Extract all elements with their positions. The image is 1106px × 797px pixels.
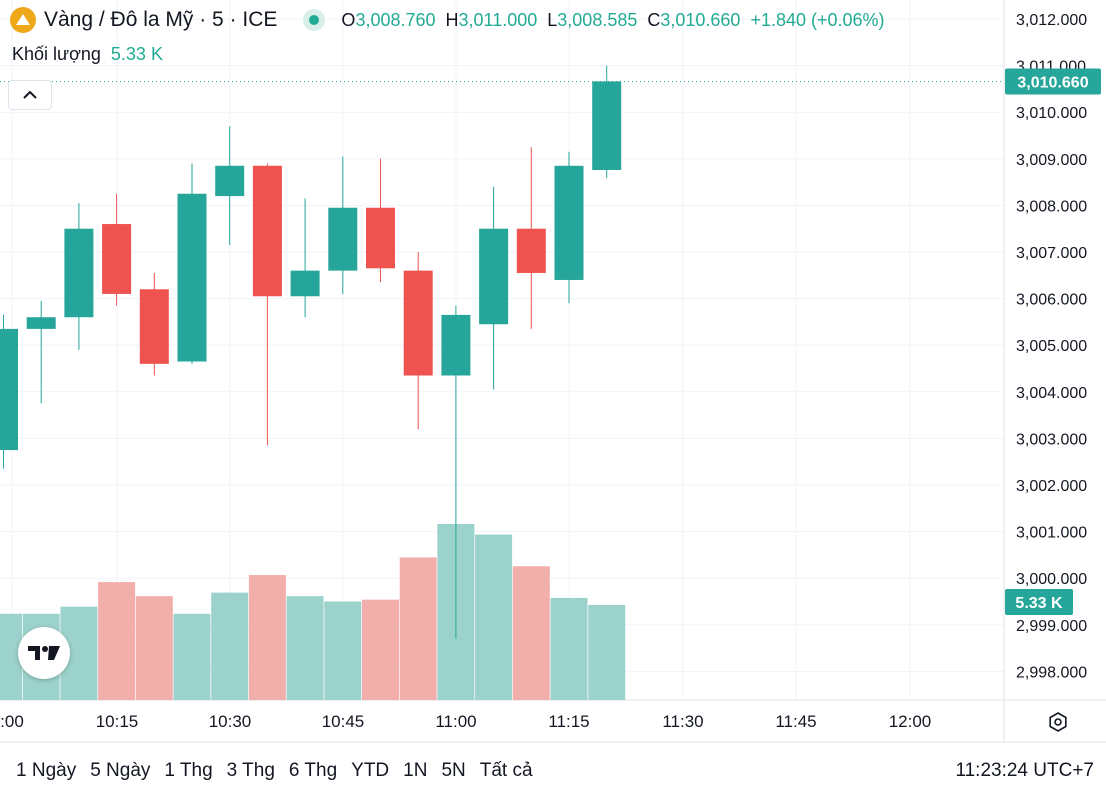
volume-bar[interactable] bbox=[512, 566, 550, 700]
x-tick-label: 11:45 bbox=[775, 712, 816, 731]
x-tick-label: 11:30 bbox=[662, 712, 703, 731]
y-tick-label: 2,999.000 bbox=[1016, 618, 1087, 635]
market-status-icon[interactable] bbox=[303, 9, 326, 31]
chevron-up-icon bbox=[23, 90, 37, 99]
candle-body[interactable] bbox=[252, 165, 282, 297]
low-value: 3,008.585 bbox=[557, 9, 638, 30]
ohlc-values: O3,008.760 H3,011.000 L3,008.585 C3,010.… bbox=[341, 9, 741, 30]
volume-bar[interactable] bbox=[362, 599, 399, 700]
candle-body[interactable] bbox=[26, 317, 56, 329]
volume-bar[interactable] bbox=[173, 613, 211, 700]
candle-body[interactable] bbox=[516, 228, 546, 273]
y-tick-label: 3,010.000 bbox=[1016, 105, 1087, 122]
volume-bar[interactable] bbox=[399, 557, 437, 700]
volume-bar[interactable] bbox=[211, 592, 249, 700]
candle-body[interactable] bbox=[366, 207, 395, 269]
candle-body[interactable] bbox=[0, 328, 18, 451]
candle-body[interactable] bbox=[139, 289, 169, 364]
close-value: 3,010.660 bbox=[660, 9, 741, 30]
time-range-bar: 1 Ngày 5 Ngày 1 Thg 3 Thg 6 Thg YTD 1N 5… bbox=[12, 758, 537, 784]
tradingview-logo-icon[interactable] bbox=[18, 627, 70, 679]
volume-bar[interactable] bbox=[0, 613, 22, 700]
candle-body[interactable] bbox=[479, 228, 509, 325]
candle-body[interactable] bbox=[290, 270, 320, 297]
volume-badge-text: 5.33 K bbox=[1015, 595, 1063, 612]
x-tick-label: 12:00 bbox=[889, 712, 932, 731]
y-tick-label: 2,998.000 bbox=[1016, 664, 1087, 681]
high-value: 3,011.000 bbox=[458, 9, 538, 30]
range-1m-button[interactable]: 1 Thg bbox=[164, 760, 213, 781]
y-tick-label: 3,001.000 bbox=[1016, 525, 1087, 542]
volume-bar[interactable] bbox=[588, 604, 626, 700]
y-tick-label: 3,005.000 bbox=[1016, 338, 1087, 355]
x-tick-label: 11:15 bbox=[548, 712, 589, 731]
candle-body[interactable] bbox=[177, 193, 207, 362]
last-price-badge bbox=[1005, 68, 1101, 95]
y-tick-label: 3,000.000 bbox=[1016, 571, 1087, 588]
candle-body[interactable] bbox=[328, 207, 358, 271]
volume-bar[interactable] bbox=[550, 597, 588, 700]
y-tick-label: 3,003.000 bbox=[1016, 431, 1087, 448]
range-5y-button[interactable]: 5N bbox=[441, 760, 466, 781]
candle-body[interactable] bbox=[102, 224, 132, 294]
range-5d-button[interactable]: 5 Ngày bbox=[90, 760, 151, 781]
y-tick-label: 3,009.000 bbox=[1016, 152, 1087, 169]
candle-body[interactable] bbox=[441, 314, 471, 376]
candle-body[interactable] bbox=[403, 270, 433, 376]
volume-bar[interactable] bbox=[248, 575, 286, 700]
y-tick-label: 3,006.000 bbox=[1016, 292, 1087, 309]
volume-bar[interactable] bbox=[98, 582, 136, 700]
chart-legend-header: Vàng / Đô la Mỹ · 5 · ICE O3,008.760 H3,… bbox=[10, 6, 885, 34]
range-1y-button[interactable]: 1N bbox=[403, 760, 428, 781]
volume-bar[interactable] bbox=[475, 534, 513, 700]
collapse-legend-button[interactable] bbox=[8, 80, 52, 110]
y-tick-label: 3,004.000 bbox=[1016, 385, 1087, 402]
range-all-button[interactable]: Tất cả bbox=[479, 760, 533, 781]
volume-label: Khối lượng bbox=[12, 44, 101, 64]
y-tick-label: 3,002.000 bbox=[1016, 478, 1087, 495]
range-ytd-button[interactable]: YTD bbox=[351, 760, 390, 781]
gold-symbol-icon bbox=[10, 7, 36, 33]
volume-badge bbox=[1005, 589, 1073, 615]
candle-body[interactable] bbox=[592, 81, 622, 170]
last-price-badge-text: 3,010.660 bbox=[1017, 74, 1088, 91]
open-value: 3,008.760 bbox=[355, 9, 436, 30]
x-tick-label: 10:15 bbox=[96, 712, 139, 731]
volume-bar[interactable] bbox=[286, 596, 324, 700]
y-tick-label: 3,012.000 bbox=[1016, 12, 1087, 29]
x-tick-label: 10:30 bbox=[209, 712, 252, 731]
y-tick-label: 3,008.000 bbox=[1016, 198, 1087, 215]
change-value: +1.840 (+0.06%) bbox=[750, 9, 885, 30]
candle-body[interactable] bbox=[554, 165, 584, 280]
range-1d-button[interactable]: 1 Ngày bbox=[16, 760, 77, 781]
x-tick-label: :00 bbox=[0, 712, 24, 731]
candle-body[interactable] bbox=[215, 165, 245, 197]
range-6m-button[interactable]: 6 Thg bbox=[288, 760, 338, 781]
range-3m-button[interactable]: 3 Thg bbox=[226, 760, 275, 781]
x-tick-label: 11:00 bbox=[435, 712, 476, 731]
y-tick-label: 3,007.000 bbox=[1016, 245, 1087, 262]
clock-timezone[interactable]: 11:23:24 UTC+7 bbox=[955, 760, 1094, 781]
volume-legend: Khối lượng 5.33 K bbox=[12, 44, 163, 65]
candle-body[interactable] bbox=[64, 228, 94, 318]
volume-bar[interactable] bbox=[324, 601, 362, 700]
symbol-title[interactable]: Vàng / Đô la Mỹ · 5 · ICE bbox=[44, 8, 278, 31]
x-tick-label: 10:45 bbox=[322, 712, 365, 731]
volume-value: 5.33 K bbox=[110, 44, 163, 64]
settings-gear-icon[interactable] bbox=[1046, 710, 1070, 734]
volume-bar[interactable] bbox=[135, 596, 173, 700]
